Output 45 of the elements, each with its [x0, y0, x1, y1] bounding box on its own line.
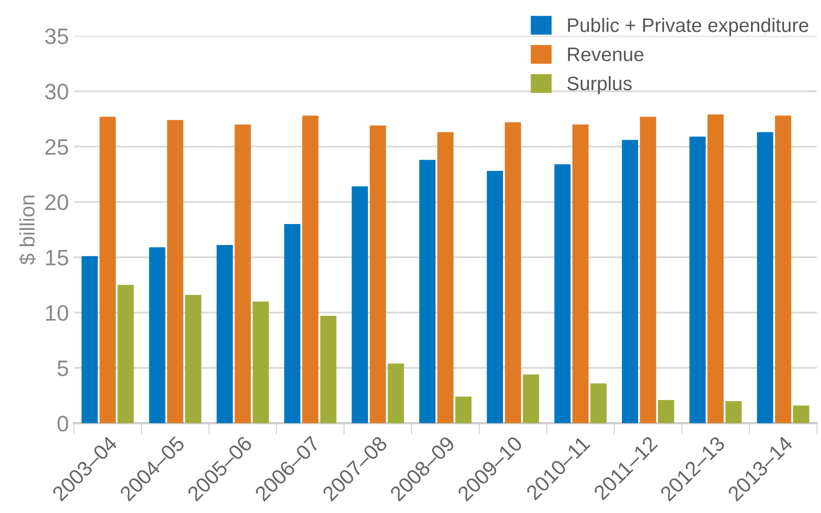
bar	[590, 383, 607, 424]
bar	[167, 120, 184, 424]
bar	[185, 294, 202, 424]
bar	[486, 170, 504, 424]
bar	[522, 374, 540, 424]
bar	[234, 124, 251, 424]
bar	[216, 245, 233, 424]
bar	[320, 316, 336, 424]
bar	[252, 301, 269, 424]
bar	[689, 136, 706, 424]
bar	[284, 224, 300, 424]
bar	[622, 140, 638, 424]
bar	[100, 116, 116, 424]
y-tick-label: 20	[45, 194, 68, 210]
bar	[352, 186, 368, 424]
bar	[455, 396, 472, 424]
bar	[775, 116, 792, 424]
y-tick-label: 35	[45, 28, 68, 44]
bar	[388, 363, 404, 424]
legend-label: Public + Private expenditure	[568, 18, 808, 36]
bar	[707, 114, 724, 424]
bar	[504, 122, 522, 424]
y-axis-title: $ billion	[19, 196, 36, 265]
y-tick-label: 0	[58, 416, 68, 432]
y-tick-label: 30	[45, 84, 68, 100]
bar	[82, 256, 98, 424]
bar	[757, 132, 774, 424]
bar	[554, 164, 571, 424]
bar	[437, 132, 454, 424]
bar	[640, 116, 656, 424]
bar	[572, 124, 589, 424]
y-tick-label: 15	[46, 250, 68, 266]
y-tick-label: 10	[46, 305, 68, 321]
bar	[419, 160, 436, 424]
legend-label: Revenue	[568, 48, 644, 62]
legend-label: Surplus	[567, 76, 632, 94]
y-tick-label: 25	[45, 139, 68, 155]
bar	[793, 406, 810, 424]
y-tick-label: 5	[58, 360, 68, 376]
bar	[725, 401, 742, 424]
bar	[370, 126, 386, 424]
bar	[118, 284, 134, 424]
bar	[658, 400, 674, 424]
bar	[149, 247, 166, 424]
bar	[302, 116, 318, 424]
